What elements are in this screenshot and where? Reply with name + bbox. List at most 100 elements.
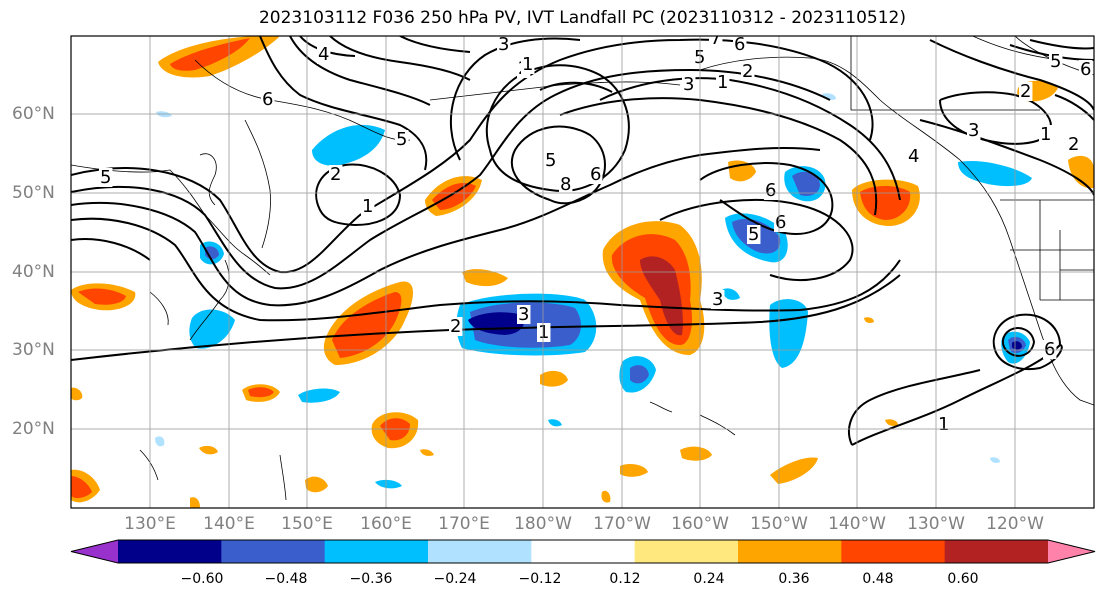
contour-label-bg xyxy=(1039,125,1053,144)
contour-label: 3 xyxy=(498,34,509,55)
contour-label: 2 xyxy=(450,316,461,337)
contour-label-bg xyxy=(544,151,558,170)
contour-label: 6 xyxy=(590,164,601,185)
contour-label-bg xyxy=(497,36,511,54)
contour-label: 1 xyxy=(717,72,728,93)
colorbar-tick-label: 0.48 xyxy=(862,571,894,587)
lat-label: 60°N xyxy=(12,104,55,124)
figure-title: 2023103112 F036 250 hPa PV, IVT Landfall… xyxy=(258,8,906,28)
contour-label-bg xyxy=(1079,60,1093,79)
contour-label-bg xyxy=(361,197,375,216)
contour-label-bg xyxy=(329,165,343,184)
lon-label: 180°W xyxy=(514,514,572,534)
colorbar-segment xyxy=(841,540,946,563)
contour-label: 6 xyxy=(262,89,273,110)
colorbar-tick-label: −0.36 xyxy=(349,571,393,587)
contour-label: 3 xyxy=(683,74,694,95)
colorbar-tick-label: 0.60 xyxy=(947,571,979,587)
contour-label-bg xyxy=(682,75,696,94)
lon-label: 140°W xyxy=(828,514,886,534)
colorbar-segment xyxy=(944,540,1049,563)
contour-label: 2 xyxy=(330,164,341,185)
colorbar-segment xyxy=(428,540,532,563)
contour-label-bg xyxy=(967,121,981,140)
contour-label-bg xyxy=(709,36,723,48)
colorbar-tick-label: 0.36 xyxy=(778,571,810,587)
contour-label-bg xyxy=(1019,82,1033,101)
contour-label: 2 xyxy=(1068,134,1079,155)
colorbar-segment xyxy=(531,540,636,563)
contour-label-bg xyxy=(1067,135,1081,154)
colorbar-segment xyxy=(221,540,326,563)
contour-label-bg xyxy=(764,181,778,200)
contour-label: 1 xyxy=(362,196,373,217)
contour-label-bg xyxy=(741,62,755,81)
contour-label-bg xyxy=(317,45,331,64)
lon-label: 130°W xyxy=(907,514,965,534)
lon-label: 120°W xyxy=(986,514,1044,534)
contour-label-bg xyxy=(261,90,275,109)
contour-label-bg xyxy=(517,305,531,324)
colorbar-tick-label: −0.12 xyxy=(518,571,562,587)
lon-label: 150°E xyxy=(281,514,333,534)
contour-label: 5 xyxy=(748,224,759,245)
contour-label: 1 xyxy=(1040,124,1051,145)
colorbar-tick-label: −0.48 xyxy=(264,571,308,587)
contour-label-group: 4 3 5 6 2 1 7 5 6 2 1 3 2 3 2 1 8 5 6 5 … xyxy=(99,28,1093,435)
colorbar xyxy=(70,539,1096,564)
contour-label: 1 xyxy=(938,414,949,435)
colorbar-segment xyxy=(634,540,739,563)
contour-label: 5 xyxy=(100,167,111,188)
colorbar-tick-label: −0.60 xyxy=(180,571,224,587)
contour-label: 6 xyxy=(765,180,776,201)
colorbar-tick-label: 0.24 xyxy=(693,571,725,587)
contour-label: 6 xyxy=(775,212,786,233)
lon-label: 170°E xyxy=(438,514,490,534)
contour-label-bg xyxy=(449,317,463,336)
contour-label-bg xyxy=(395,130,409,149)
colorbar-segment xyxy=(738,540,842,563)
contour-label: 8 xyxy=(560,174,571,195)
lon-label: 160°E xyxy=(360,514,412,534)
colorbar-tick-label: 0.12 xyxy=(609,571,641,587)
contour-label: 3 xyxy=(968,120,979,141)
contour-label: 4 xyxy=(318,44,329,65)
contour-label: 3 xyxy=(712,289,723,310)
contour-label-bg xyxy=(907,147,921,166)
colorbar-extend-max xyxy=(1048,540,1095,563)
contour-label: 5 xyxy=(1050,51,1061,72)
contour-label: 6 xyxy=(1080,59,1091,80)
lon-label: 150°W xyxy=(750,514,808,534)
lat-label: 20°N xyxy=(12,419,55,439)
lon-label: 140°E xyxy=(203,514,255,534)
contour-label: 1 xyxy=(538,322,549,343)
contour-label-bg xyxy=(747,225,761,244)
contour-label: 1 xyxy=(522,54,533,75)
contour-label: 6 xyxy=(734,34,745,55)
contour-label-bg xyxy=(1049,52,1063,71)
contour-label-bg xyxy=(99,168,113,187)
contour-label-bg xyxy=(733,36,747,54)
lon-label: 170°W xyxy=(593,514,651,534)
colorbar-outline xyxy=(70,539,1096,564)
contour-label: 5 xyxy=(396,129,407,150)
pv-contours xyxy=(71,36,1094,446)
contour-label: 3 xyxy=(518,304,529,325)
lat-label: 50°N xyxy=(12,183,55,203)
contour-label-bg xyxy=(774,213,788,232)
contour-label: 4 xyxy=(908,146,919,167)
contour-label: 2 xyxy=(742,61,753,82)
lat-label: 40°N xyxy=(12,262,55,282)
contour-label: 5 xyxy=(545,150,556,171)
colorbar-tick-label: −0.24 xyxy=(433,571,477,587)
graticule xyxy=(71,36,1094,508)
contour-label-bg xyxy=(716,73,730,92)
contour-label-bg xyxy=(537,323,551,342)
colorbar-segment xyxy=(118,540,222,563)
lon-label: 130°E xyxy=(124,514,176,534)
contour-label: 7 xyxy=(710,28,721,49)
map-frame xyxy=(70,35,1095,509)
contour-label-bg xyxy=(589,165,603,184)
colorbar-segment xyxy=(324,540,429,563)
